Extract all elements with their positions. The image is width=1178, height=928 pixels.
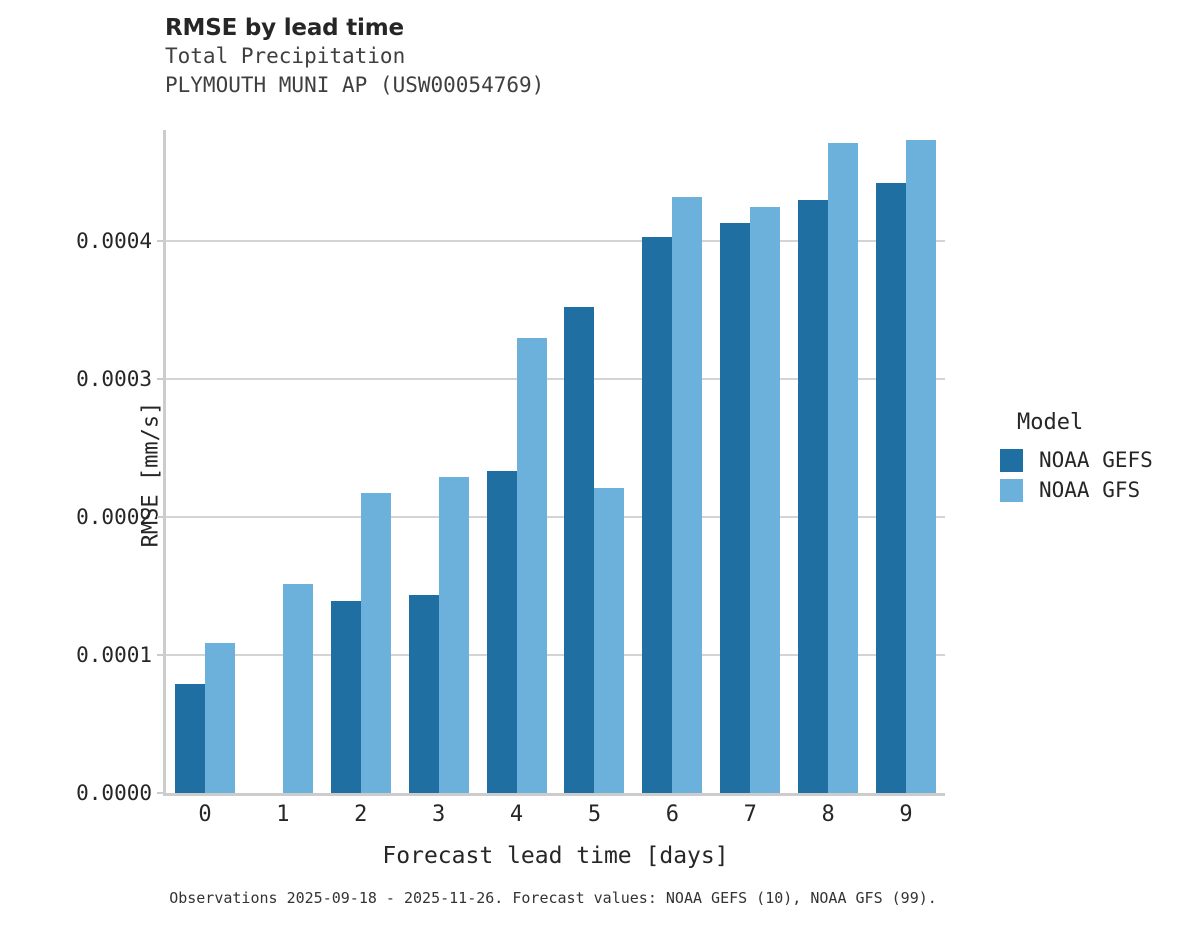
title-block: RMSE by lead time Total Precipitation PL…: [165, 14, 544, 100]
bar-noaa-gefs-lead-7: [720, 222, 751, 793]
y-tick-label: 0.0002: [76, 504, 152, 529]
chart-subtitle-station: PLYMOUTH MUNI AP (USW00054769): [165, 73, 545, 97]
x-tick-label: 0: [198, 802, 212, 827]
gridline: [166, 515, 945, 518]
bar-noaa-gfs-lead-7: [750, 207, 781, 793]
gridline: [166, 377, 945, 380]
y-tick-mark: [157, 377, 164, 380]
bar-noaa-gfs-lead-8: [828, 143, 859, 793]
bar-noaa-gfs-lead-2: [360, 493, 391, 793]
bar-noaa-gefs-lead-3: [408, 595, 439, 793]
bar-noaa-gefs-lead-8: [798, 200, 829, 793]
x-tick-label: 3: [432, 802, 446, 827]
y-tick-label: 0.0001: [76, 642, 152, 667]
x-tick-label: 6: [665, 802, 679, 827]
legend-title: Model: [1017, 410, 1084, 435]
gridline: [166, 653, 945, 656]
x-tick-label: 5: [587, 802, 602, 827]
x-axis-label: Forecast lead time [days]: [382, 843, 729, 869]
y-tick-label: 0.0000: [76, 781, 152, 805]
legend-swatch-icon: [1000, 448, 1023, 472]
bar-noaa-gefs-lead-2: [330, 600, 361, 793]
plot-area: [166, 130, 945, 793]
bar-noaa-gfs-lead-0: [204, 643, 235, 793]
gridline: [166, 239, 945, 242]
y-tick-mark: [157, 792, 164, 794]
x-tick-label: 7: [743, 802, 757, 827]
bar-noaa-gfs-lead-4: [516, 337, 547, 793]
bar-noaa-gfs-lead-1: [282, 584, 313, 793]
x-tick-label: 4: [509, 802, 524, 827]
y-tick-label: 0.0003: [76, 366, 152, 391]
x-tick-label: 8: [821, 802, 835, 827]
legend-item-noaa-gfs[interactable]: NOAA GFS: [1000, 475, 1153, 505]
legend-item-noaa-gefs[interactable]: NOAA GEFS: [1000, 445, 1153, 475]
legend-items: NOAA GEFS NOAA GFS: [1000, 445, 1153, 505]
bar-noaa-gfs-lead-3: [438, 477, 469, 793]
x-tick-label: 9: [899, 802, 913, 827]
y-tick-mark: [157, 653, 164, 656]
y-tick-mark: [157, 239, 164, 242]
x-tick-label: 2: [354, 802, 368, 827]
bar-noaa-gefs-lead-9: [876, 182, 907, 793]
y-tick-mark: [157, 515, 164, 518]
x-axis-spine: [163, 793, 945, 796]
y-axis-spine: [163, 130, 166, 793]
bar-noaa-gfs-lead-5: [594, 487, 625, 793]
x-tick-label: 1: [276, 802, 290, 827]
bar-noaa-gfs-lead-6: [672, 197, 703, 793]
y-axis-label: RMSE [mm/s]: [138, 401, 164, 548]
bar-noaa-gefs-lead-5: [564, 306, 595, 793]
legend-item-label: NOAA GEFS: [1039, 448, 1153, 472]
chart-subtitle-variable: Total Precipitation: [165, 44, 406, 68]
bar-noaa-gefs-lead-6: [642, 237, 673, 793]
legend: Model NOAA GEFS NOAA GFS: [1000, 410, 1153, 505]
bar-noaa-gefs-lead-4: [486, 471, 517, 793]
page-title: RMSE by lead time: [165, 15, 404, 41]
legend-item-label: NOAA GFS: [1039, 478, 1141, 502]
y-tick-label: 0.0004: [76, 228, 152, 253]
bar-noaa-gfs-lead-9: [906, 140, 937, 793]
chart-caption: Observations 2025-09-18 - 2025-11-26. Fo…: [169, 889, 937, 907]
bar-noaa-gefs-lead-0: [174, 684, 205, 793]
legend-swatch-icon: [1000, 478, 1023, 502]
